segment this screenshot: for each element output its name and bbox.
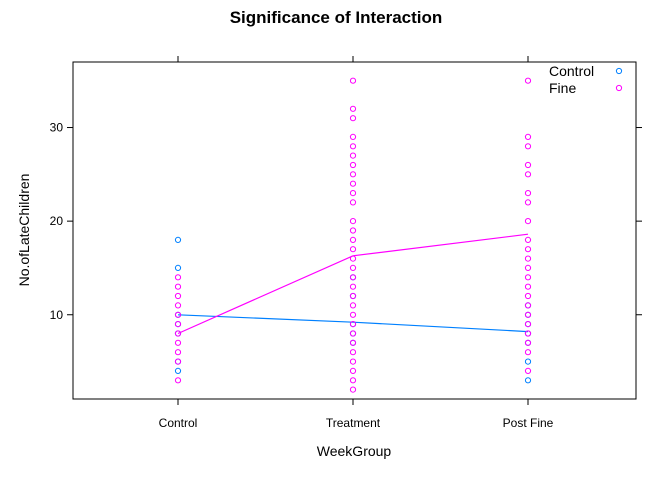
fine-point: [349, 302, 357, 309]
control-point: [174, 264, 182, 271]
y-tick-label: 20: [50, 214, 64, 228]
fine-point: [349, 321, 357, 328]
fine-point: [524, 218, 532, 225]
fine-point: [524, 236, 532, 243]
fine-point: [524, 255, 532, 262]
x-tick-label: Control: [159, 416, 198, 430]
fine-point: [174, 292, 182, 300]
fine-point: [349, 339, 357, 346]
control-point: [174, 236, 182, 243]
fine-point: [349, 105, 357, 112]
fine-point: [349, 264, 357, 271]
fine-point: [524, 311, 532, 318]
fine-point: [174, 358, 182, 365]
fine-point: [524, 190, 532, 197]
legend-label-fine: Fine: [549, 80, 576, 96]
control-point: [174, 367, 182, 374]
y-tick-label: 30: [50, 121, 64, 135]
fine-point: [524, 292, 532, 300]
fine-point: [524, 367, 532, 374]
legend-marker-fine: [615, 84, 623, 92]
fine-point: [524, 339, 532, 346]
fine-point: [349, 349, 357, 356]
fine-point: [174, 274, 182, 281]
legend-label-control: Control: [549, 63, 594, 79]
fine-point: [524, 274, 532, 281]
control-mean-line: [177, 314, 529, 333]
fine-point: [349, 161, 357, 169]
control-point: [524, 358, 532, 365]
y-tick-label: 10: [50, 308, 64, 322]
fine-point: [174, 330, 182, 337]
fine-point: [174, 321, 182, 328]
chart-title: Significance of Interaction: [230, 8, 443, 27]
fine-point: [524, 330, 532, 337]
fine-point: [524, 246, 532, 253]
x-tick-label: Post Fine: [503, 416, 554, 430]
fine-point: [174, 283, 182, 290]
fine-point: [349, 386, 357, 393]
fine-point: [349, 292, 357, 300]
fine-point: [349, 227, 357, 234]
fine-point: [349, 283, 357, 290]
fine-point: [349, 358, 357, 365]
fine-point: [349, 274, 357, 281]
y-axis-title: No.ofLateChildren: [16, 174, 32, 287]
fine-point: [349, 171, 357, 178]
fine-point: [524, 302, 532, 309]
fine-point: [349, 218, 357, 225]
fine-point: [174, 339, 182, 346]
fine-point: [524, 161, 532, 169]
fine-point: [349, 133, 357, 140]
fine-point: [174, 377, 182, 384]
fine-point: [524, 199, 532, 206]
fine-point: [349, 199, 357, 206]
fine-point: [349, 246, 357, 253]
fine-point: [349, 77, 357, 84]
fine-point: [524, 283, 532, 290]
x-axis-title: WeekGroup: [317, 443, 392, 459]
fine-point: [524, 77, 532, 84]
fine-point: [174, 349, 182, 356]
fine-point: [349, 180, 357, 187]
fine-point: [524, 171, 532, 178]
fine-point: [349, 367, 357, 374]
fine-point: [349, 377, 357, 384]
fine-point: [349, 330, 357, 337]
fine-point: [349, 255, 357, 262]
plot-frame: [72, 61, 637, 400]
fine-point: [349, 236, 357, 243]
fine-point: [524, 349, 532, 356]
fine-point: [174, 311, 182, 318]
fine-point: [349, 152, 357, 159]
fine-point: [349, 143, 357, 150]
fine-point: [174, 302, 182, 309]
fine-point: [524, 143, 532, 150]
fine-point: [349, 311, 357, 318]
fine-point: [349, 115, 357, 122]
fine-point: [524, 264, 532, 271]
fine-point: [524, 321, 532, 328]
control-point: [524, 377, 532, 384]
legend-marker-control: [615, 67, 623, 75]
fine-point: [524, 133, 532, 140]
fine-point: [349, 190, 357, 197]
x-tick-label: Treatment: [326, 416, 381, 430]
